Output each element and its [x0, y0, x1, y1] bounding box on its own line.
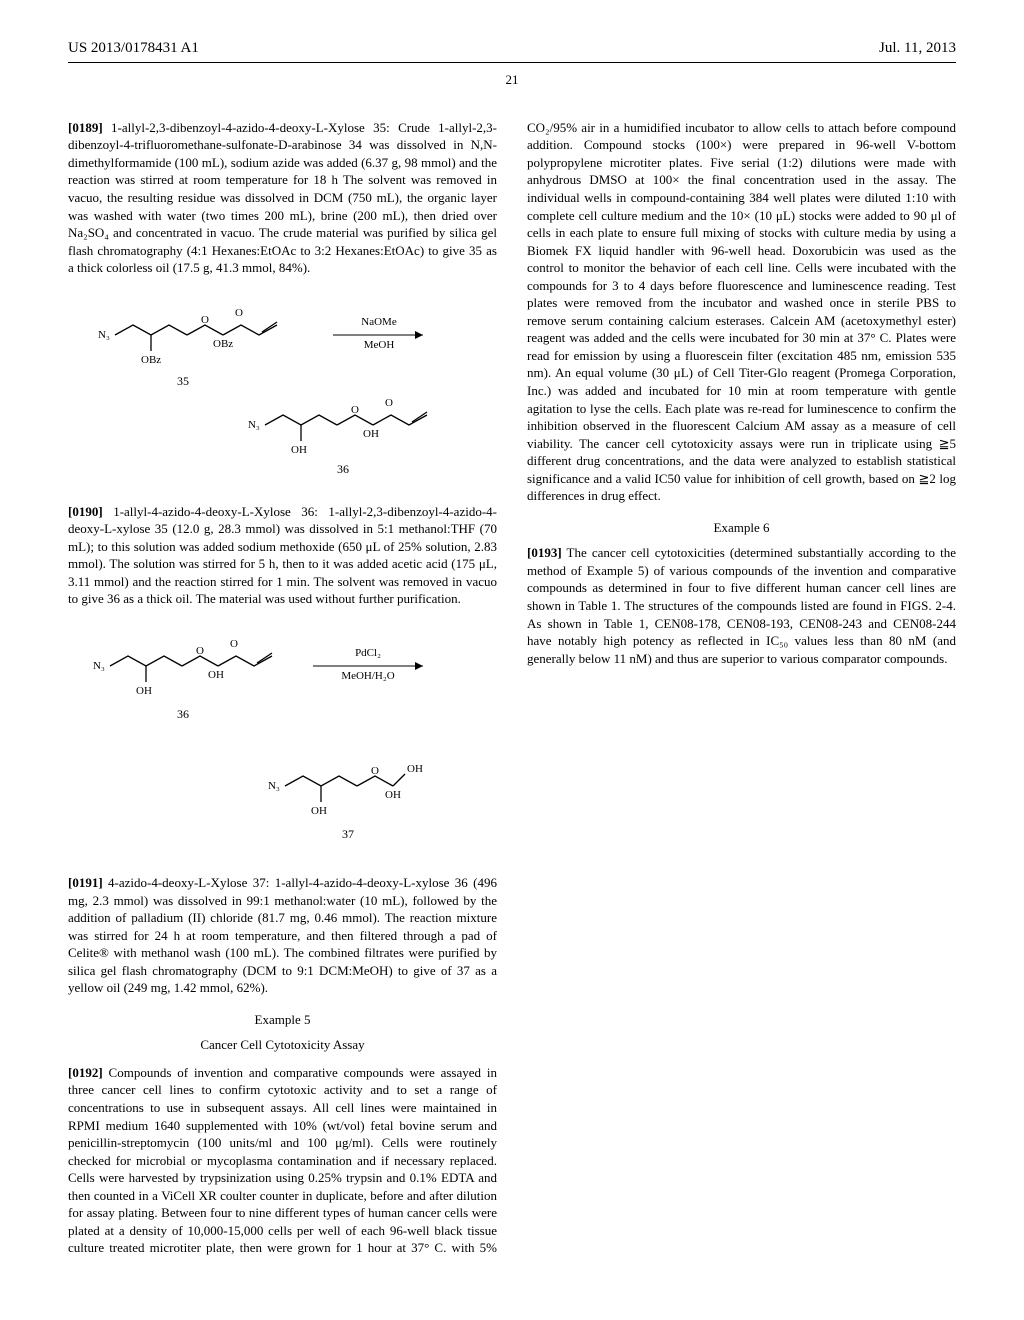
svg-text:O: O: [235, 307, 243, 319]
paragraph-0191: [0191] 4-azido-4-deoxy-L-Xylose 37: 1-al…: [68, 874, 497, 997]
reagent-bottom: MeOH: [363, 339, 394, 351]
example-5-title: Example 5: [68, 1011, 497, 1029]
svg-text:O: O: [351, 404, 359, 416]
paragraph-0193: [0193] The cancer cell cytotoxicities (d…: [527, 544, 956, 667]
svg-text:O: O: [201, 314, 209, 326]
publication-number: US 2013/0178431 A1: [68, 38, 199, 58]
svg-text:O: O: [371, 765, 379, 777]
scheme1-svg: NaOMe MeOH N₃ O O OBz OBz 35: [83, 295, 483, 485]
svg-text:36: 36: [177, 707, 189, 721]
svg-text:OH: OH: [385, 789, 401, 801]
paragraph-0190: [0190] 1-allyl-4-azido-4-deoxy-L-Xylose …: [68, 503, 497, 608]
example-6-title: Example 6: [527, 519, 956, 537]
para-text-0193: The cancer cell cytotoxicities (determin…: [527, 545, 956, 665]
publication-date: Jul. 11, 2013: [879, 38, 956, 58]
svg-text:OBz: OBz: [141, 354, 161, 366]
para-text-0191: 4-azido-4-deoxy-L-Xylose 37: 1-allyl-4-a…: [68, 875, 497, 995]
reagent-top: NaOMe: [361, 316, 397, 328]
para-num-0191: [0191]: [68, 875, 103, 890]
svg-text:OH: OH: [291, 444, 307, 456]
para-num-0192: [0192]: [68, 1065, 103, 1080]
scheme2-svg: N₃ O O OH OH 36 PdCl₂ MeOH/H₂O N₃: [83, 626, 483, 856]
para-num-0190: [0190]: [68, 504, 103, 519]
para-num-0189: [0189]: [68, 120, 103, 135]
paragraph-0189: [0189] 1-allyl-2,3-dibenzoyl-4-azido-4-d…: [68, 119, 497, 277]
svg-text:O: O: [385, 397, 393, 409]
svg-text:O: O: [196, 645, 204, 657]
svg-text:N₃: N₃: [98, 329, 110, 341]
example-5-subtitle: Cancer Cell Cytotoxicity Assay: [68, 1036, 497, 1054]
svg-text:36: 36: [337, 462, 349, 476]
page-header: US 2013/0178431 A1 Jul. 11, 2013: [68, 38, 956, 63]
svg-text:O: O: [230, 638, 238, 650]
svg-text:OH: OH: [311, 805, 327, 817]
svg-text:OH: OH: [208, 669, 224, 681]
reaction-scheme-36-37: N₃ O O OH OH 36 PdCl₂ MeOH/H₂O N₃: [68, 626, 497, 856]
para-text-0189: 1-allyl-2,3-dibenzoyl-4-azido-4-deoxy-L-…: [68, 120, 497, 275]
svg-text:37: 37: [342, 827, 354, 841]
svg-text:OH: OH: [136, 685, 152, 697]
svg-text:N₃: N₃: [248, 419, 260, 431]
svg-text:OH: OH: [407, 763, 423, 775]
svg-text:PdCl₂: PdCl₂: [355, 647, 381, 659]
page-number: 21: [68, 71, 956, 89]
svg-text:OBz: OBz: [213, 338, 233, 350]
compound-37: N₃ O OH OH OH 37: [268, 763, 423, 841]
para-text-0190: 1-allyl-4-azido-4-deoxy-L-Xylose 36: 1-a…: [68, 504, 497, 607]
svg-text:N₃: N₃: [93, 660, 105, 672]
para-num-0193: [0193]: [527, 545, 562, 560]
compound-36: N₃ O O OH OH 36: [248, 397, 427, 476]
compound-36b: N₃ O O OH OH 36: [93, 638, 272, 721]
svg-text:35: 35: [177, 374, 189, 388]
compound-35: N₃ O O OBz OBz 35: [98, 307, 277, 388]
svg-text:OH: OH: [363, 428, 379, 440]
reaction-scheme-35-36: NaOMe MeOH N₃ O O OBz OBz 35: [68, 295, 497, 485]
body-columns: [0189] 1-allyl-2,3-dibenzoyl-4-azido-4-d…: [68, 119, 956, 1269]
svg-text:MeOH/H₂O: MeOH/H₂O: [341, 670, 394, 682]
svg-text:N₃: N₃: [268, 780, 280, 792]
